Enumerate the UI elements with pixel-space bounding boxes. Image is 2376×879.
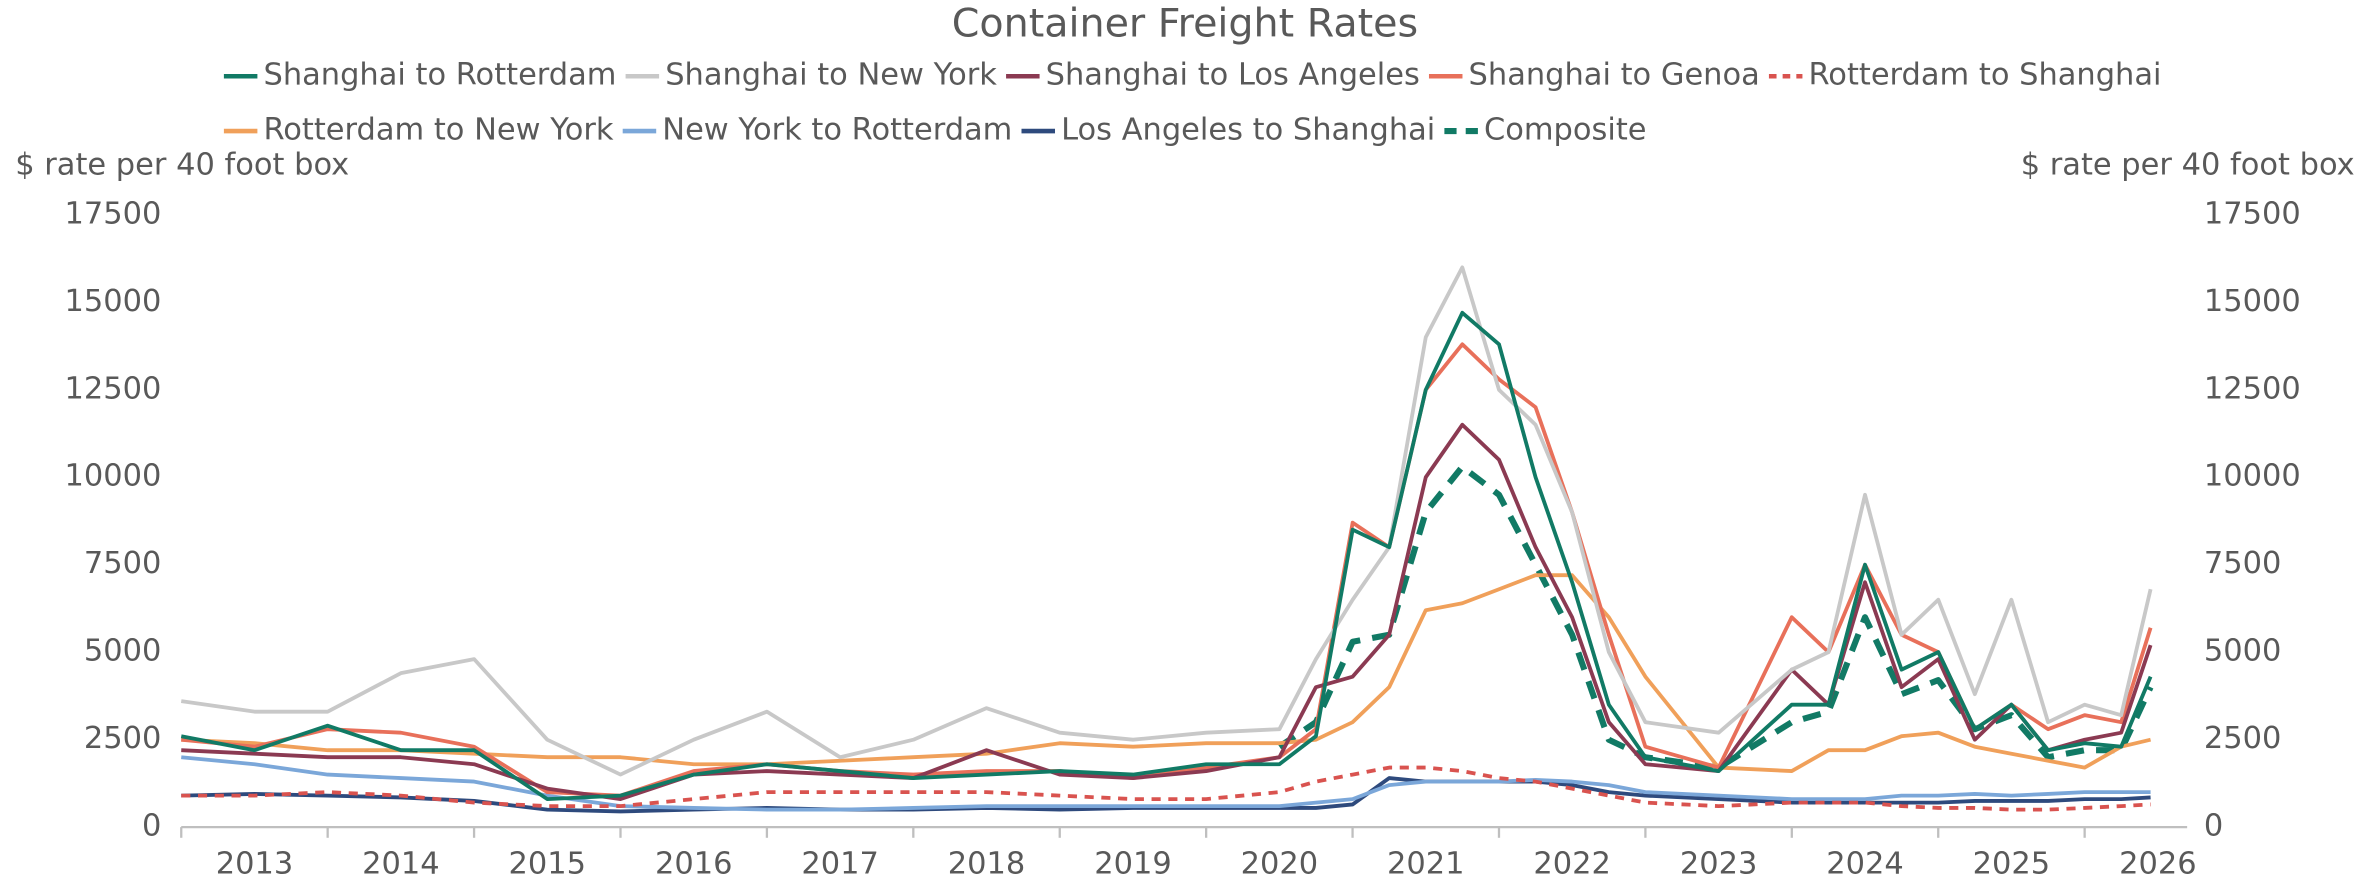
y2-tick-label: 17500 — [2204, 196, 2301, 231]
y-axis-label: $ rate per 40 foot box — [15, 148, 349, 183]
y-tick-label: 0 — [142, 809, 161, 844]
x-tick-label: 2017 — [801, 847, 879, 879]
legend-item: Rotterdam to New York — [223, 113, 614, 148]
legend-label: Shanghai to Rotterdam — [263, 58, 616, 93]
legend-item: Shanghai to New York — [625, 58, 997, 93]
series-line — [1277, 463, 2154, 771]
legend-label: Rotterdam to Shanghai — [1809, 58, 2162, 93]
y-tick-label: 12500 — [65, 371, 162, 406]
y2-tick-label: 7500 — [2204, 546, 2282, 581]
y-tick-label: 15000 — [65, 284, 162, 319]
x-tick-label: 2026 — [2119, 847, 2197, 879]
series-line — [180, 265, 2153, 777]
legend-item: New York to Rotterdam — [622, 113, 1012, 148]
x-tick-label: 2023 — [1680, 847, 1758, 879]
legend-item: Shanghai to Genoa — [1428, 58, 1760, 93]
legend-label: Shanghai to New York — [665, 58, 997, 93]
x-tick-label: 2013 — [216, 847, 294, 879]
x-tick-label: 2025 — [1973, 847, 2051, 879]
y2-tick-label: 15000 — [2204, 284, 2301, 319]
x-tick-label: 2014 — [362, 847, 440, 879]
y2-tick-label: 0 — [2204, 809, 2223, 844]
legend-label: Shanghai to Los Angeles — [1046, 58, 1420, 93]
legend-item: Shanghai to Los Angeles — [1006, 58, 1420, 93]
x-tick-label: 2015 — [509, 847, 587, 879]
y2-tick-label: 5000 — [2204, 634, 2282, 669]
series-line — [181, 342, 2153, 798]
legend-item: Composite — [1444, 113, 1647, 148]
legend-label: Los Angeles to Shanghai — [1061, 113, 1435, 148]
legend-label: Rotterdam to New York — [263, 113, 613, 148]
series-line — [181, 422, 2153, 802]
x-tick-label: 2018 — [948, 847, 1026, 879]
legend-item: Shanghai to Rotterdam — [223, 58, 616, 93]
y-tick-label: 2500 — [84, 721, 162, 756]
legend-label: New York to Rotterdam — [662, 113, 1012, 148]
y-tick-label: 17500 — [65, 196, 162, 231]
legend-label: Composite — [1484, 113, 1647, 148]
legend-item: Los Angeles to Shanghai — [1021, 113, 1435, 148]
y2-axis-label: $ rate per 40 foot box — [2021, 148, 2355, 183]
x-tick-label: 2019 — [1094, 847, 1172, 879]
x-tick-label: 2016 — [655, 847, 733, 879]
series-line — [181, 573, 2152, 773]
x-tick-label: 2020 — [1241, 847, 1319, 879]
y-tick-label: 7500 — [84, 546, 162, 581]
series-line — [181, 755, 2151, 812]
y2-tick-label: 10000 — [2204, 459, 2301, 494]
y2-tick-label: 12500 — [2204, 371, 2301, 406]
x-tick-label: 2021 — [1387, 847, 1465, 879]
y-tick-label: 10000 — [65, 459, 162, 494]
series-line — [181, 776, 2151, 814]
legend-label: Shanghai to Genoa — [1469, 58, 1760, 93]
legend-item: Rotterdam to Shanghai — [1768, 58, 2162, 93]
x-tick-label: 2022 — [1533, 847, 1611, 879]
series-line — [180, 310, 2153, 802]
y-tick-label: 5000 — [84, 634, 162, 669]
x-tick-label: 2024 — [1826, 847, 1904, 879]
y2-tick-label: 2500 — [2204, 721, 2282, 756]
chart-title: Container Freight Rates — [952, 0, 1418, 46]
series-line — [181, 765, 2151, 812]
